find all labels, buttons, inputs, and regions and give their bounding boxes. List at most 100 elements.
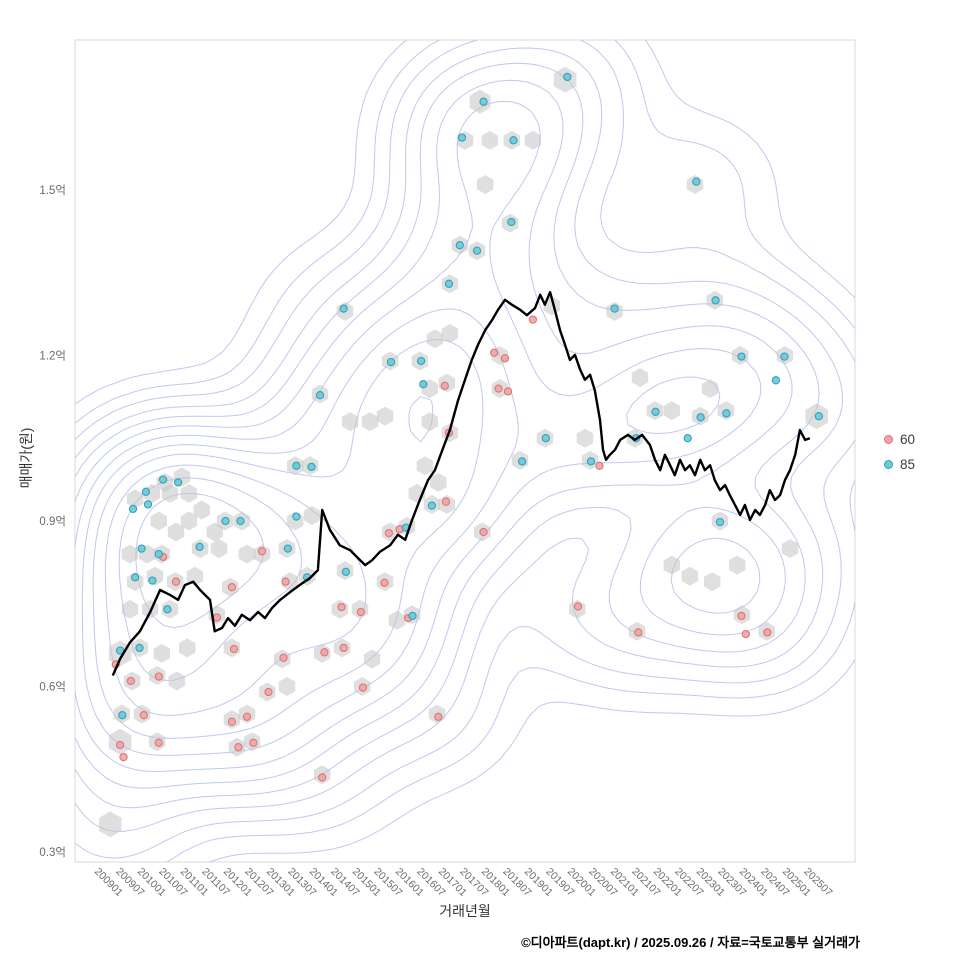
hexbin-cell xyxy=(167,522,185,542)
hexbin-cell xyxy=(186,566,204,586)
scatter-point-60 xyxy=(356,607,366,617)
scatter-point-60 xyxy=(249,738,258,747)
hexbin-cell xyxy=(121,544,139,564)
scatter-point-85 xyxy=(651,407,660,416)
hexbin-cell xyxy=(701,379,719,399)
scatter-point-85 xyxy=(455,241,464,250)
scatter-point-60 xyxy=(380,578,389,587)
scatter-point-85 xyxy=(457,133,467,142)
scatter-point-60 xyxy=(337,602,346,612)
legend: 60 85 xyxy=(884,432,915,472)
hexbin-cell xyxy=(179,638,196,658)
scatter-point-60 xyxy=(741,629,750,639)
scatter-point-60 xyxy=(320,648,329,657)
scatter-point-60 xyxy=(234,743,243,752)
scatter-point-60 xyxy=(115,740,125,750)
scatter-point-85 xyxy=(128,504,138,514)
hexbin-cell xyxy=(161,483,179,503)
hexbin-cell xyxy=(524,130,542,150)
scatter-point-60 xyxy=(119,752,128,762)
scatter-point-85 xyxy=(130,573,140,582)
scatter-point-85 xyxy=(479,97,488,106)
scatter-point-60 xyxy=(384,528,394,538)
scatter-point-60 xyxy=(227,717,237,726)
density-contour xyxy=(75,62,820,809)
hexbin-cell xyxy=(441,323,459,343)
scatter-point-60 xyxy=(264,687,273,697)
hexbin-cell xyxy=(631,368,649,388)
scatter-point-60 xyxy=(229,644,239,654)
scatter-point-60 xyxy=(318,773,327,782)
scatter-point-60 xyxy=(139,711,148,720)
y-axis-title: 매매가(원) xyxy=(18,427,34,489)
scatter-point-85 xyxy=(444,279,454,288)
scatter-point-85 xyxy=(158,475,168,484)
y-tick-label: 0.6억 xyxy=(39,681,66,694)
scatter-point-60 xyxy=(763,628,772,637)
scatter-point-60 xyxy=(279,653,288,662)
scatter-point-85 xyxy=(236,516,245,526)
scatter-point-85 xyxy=(341,567,351,576)
scatter-point-60 xyxy=(479,527,488,537)
density-contour xyxy=(75,47,843,832)
scatter-point-85 xyxy=(737,352,746,361)
hexbin-cell xyxy=(363,649,381,669)
scatter-point-60 xyxy=(339,643,348,653)
scatter-point-85 xyxy=(137,544,146,553)
hexbin-cell xyxy=(238,544,256,564)
scatter-point-85 xyxy=(143,500,153,509)
plot-panel xyxy=(74,39,856,863)
density-contour-layer xyxy=(75,40,855,862)
hexbin-layer xyxy=(99,66,828,838)
density-contour xyxy=(75,40,855,862)
x-axis-title: 거래년월 xyxy=(439,903,491,919)
hexbin-cell xyxy=(663,555,680,575)
scatter-point-85 xyxy=(118,711,127,720)
scatter-point-85 xyxy=(135,643,144,653)
scatter-point-60 xyxy=(634,628,643,637)
scatter-point-85 xyxy=(148,576,157,585)
scatter-point-85 xyxy=(163,605,172,614)
scatter-point-60 xyxy=(490,348,499,357)
scatter-point-85 xyxy=(141,487,151,496)
y-tick-label: 0.9억 xyxy=(39,515,66,528)
hexbin-cell xyxy=(180,511,198,531)
scatter-point-60 xyxy=(573,602,583,611)
scatter-point-85 xyxy=(722,409,731,418)
scatter-point-60 xyxy=(441,497,451,506)
scatter-point-60 xyxy=(171,577,181,586)
scatter-point-85 xyxy=(427,501,437,510)
scatter-point-85 xyxy=(683,434,692,443)
density-contour xyxy=(75,40,855,862)
scatter-point-60 xyxy=(595,461,604,470)
hexbin-cell xyxy=(663,401,680,421)
legend-item-60[interactable]: 60 xyxy=(884,432,915,447)
density-contour xyxy=(75,101,762,772)
scatter-point-85 xyxy=(509,136,518,145)
scatter-point-60 xyxy=(227,583,237,592)
hexbin-cell xyxy=(303,506,321,525)
legend-label-60: 60 xyxy=(900,432,916,447)
scatter-point-60 xyxy=(503,387,513,396)
attribution-footer: ©디아파트(dapt.kr) / 2025.09.26 / 자료=국토교통부 실… xyxy=(521,935,860,950)
hexbin-cell xyxy=(150,511,167,531)
hexbin-cell xyxy=(210,539,228,559)
hexbin-cell xyxy=(281,572,299,592)
hexbin-cell xyxy=(153,643,170,663)
hexbin-cell xyxy=(168,671,186,691)
hexbin-cell xyxy=(476,175,494,194)
scatter-point-85 xyxy=(610,304,619,313)
hexbin-cell xyxy=(99,811,122,838)
legend-item-85[interactable]: 85 xyxy=(884,457,915,472)
scatter-point-60 xyxy=(440,381,449,390)
scatter-point-85 xyxy=(472,246,482,255)
trend-line-layer xyxy=(111,290,811,676)
legend-label-85: 85 xyxy=(900,457,916,472)
scatter-point-60 xyxy=(494,384,503,393)
density-contour xyxy=(81,308,721,756)
scatter-point-85 xyxy=(292,512,301,521)
scatter-point-85 xyxy=(507,217,516,227)
scatter-point-60 xyxy=(154,672,163,681)
scatter-point-85 xyxy=(586,457,596,466)
